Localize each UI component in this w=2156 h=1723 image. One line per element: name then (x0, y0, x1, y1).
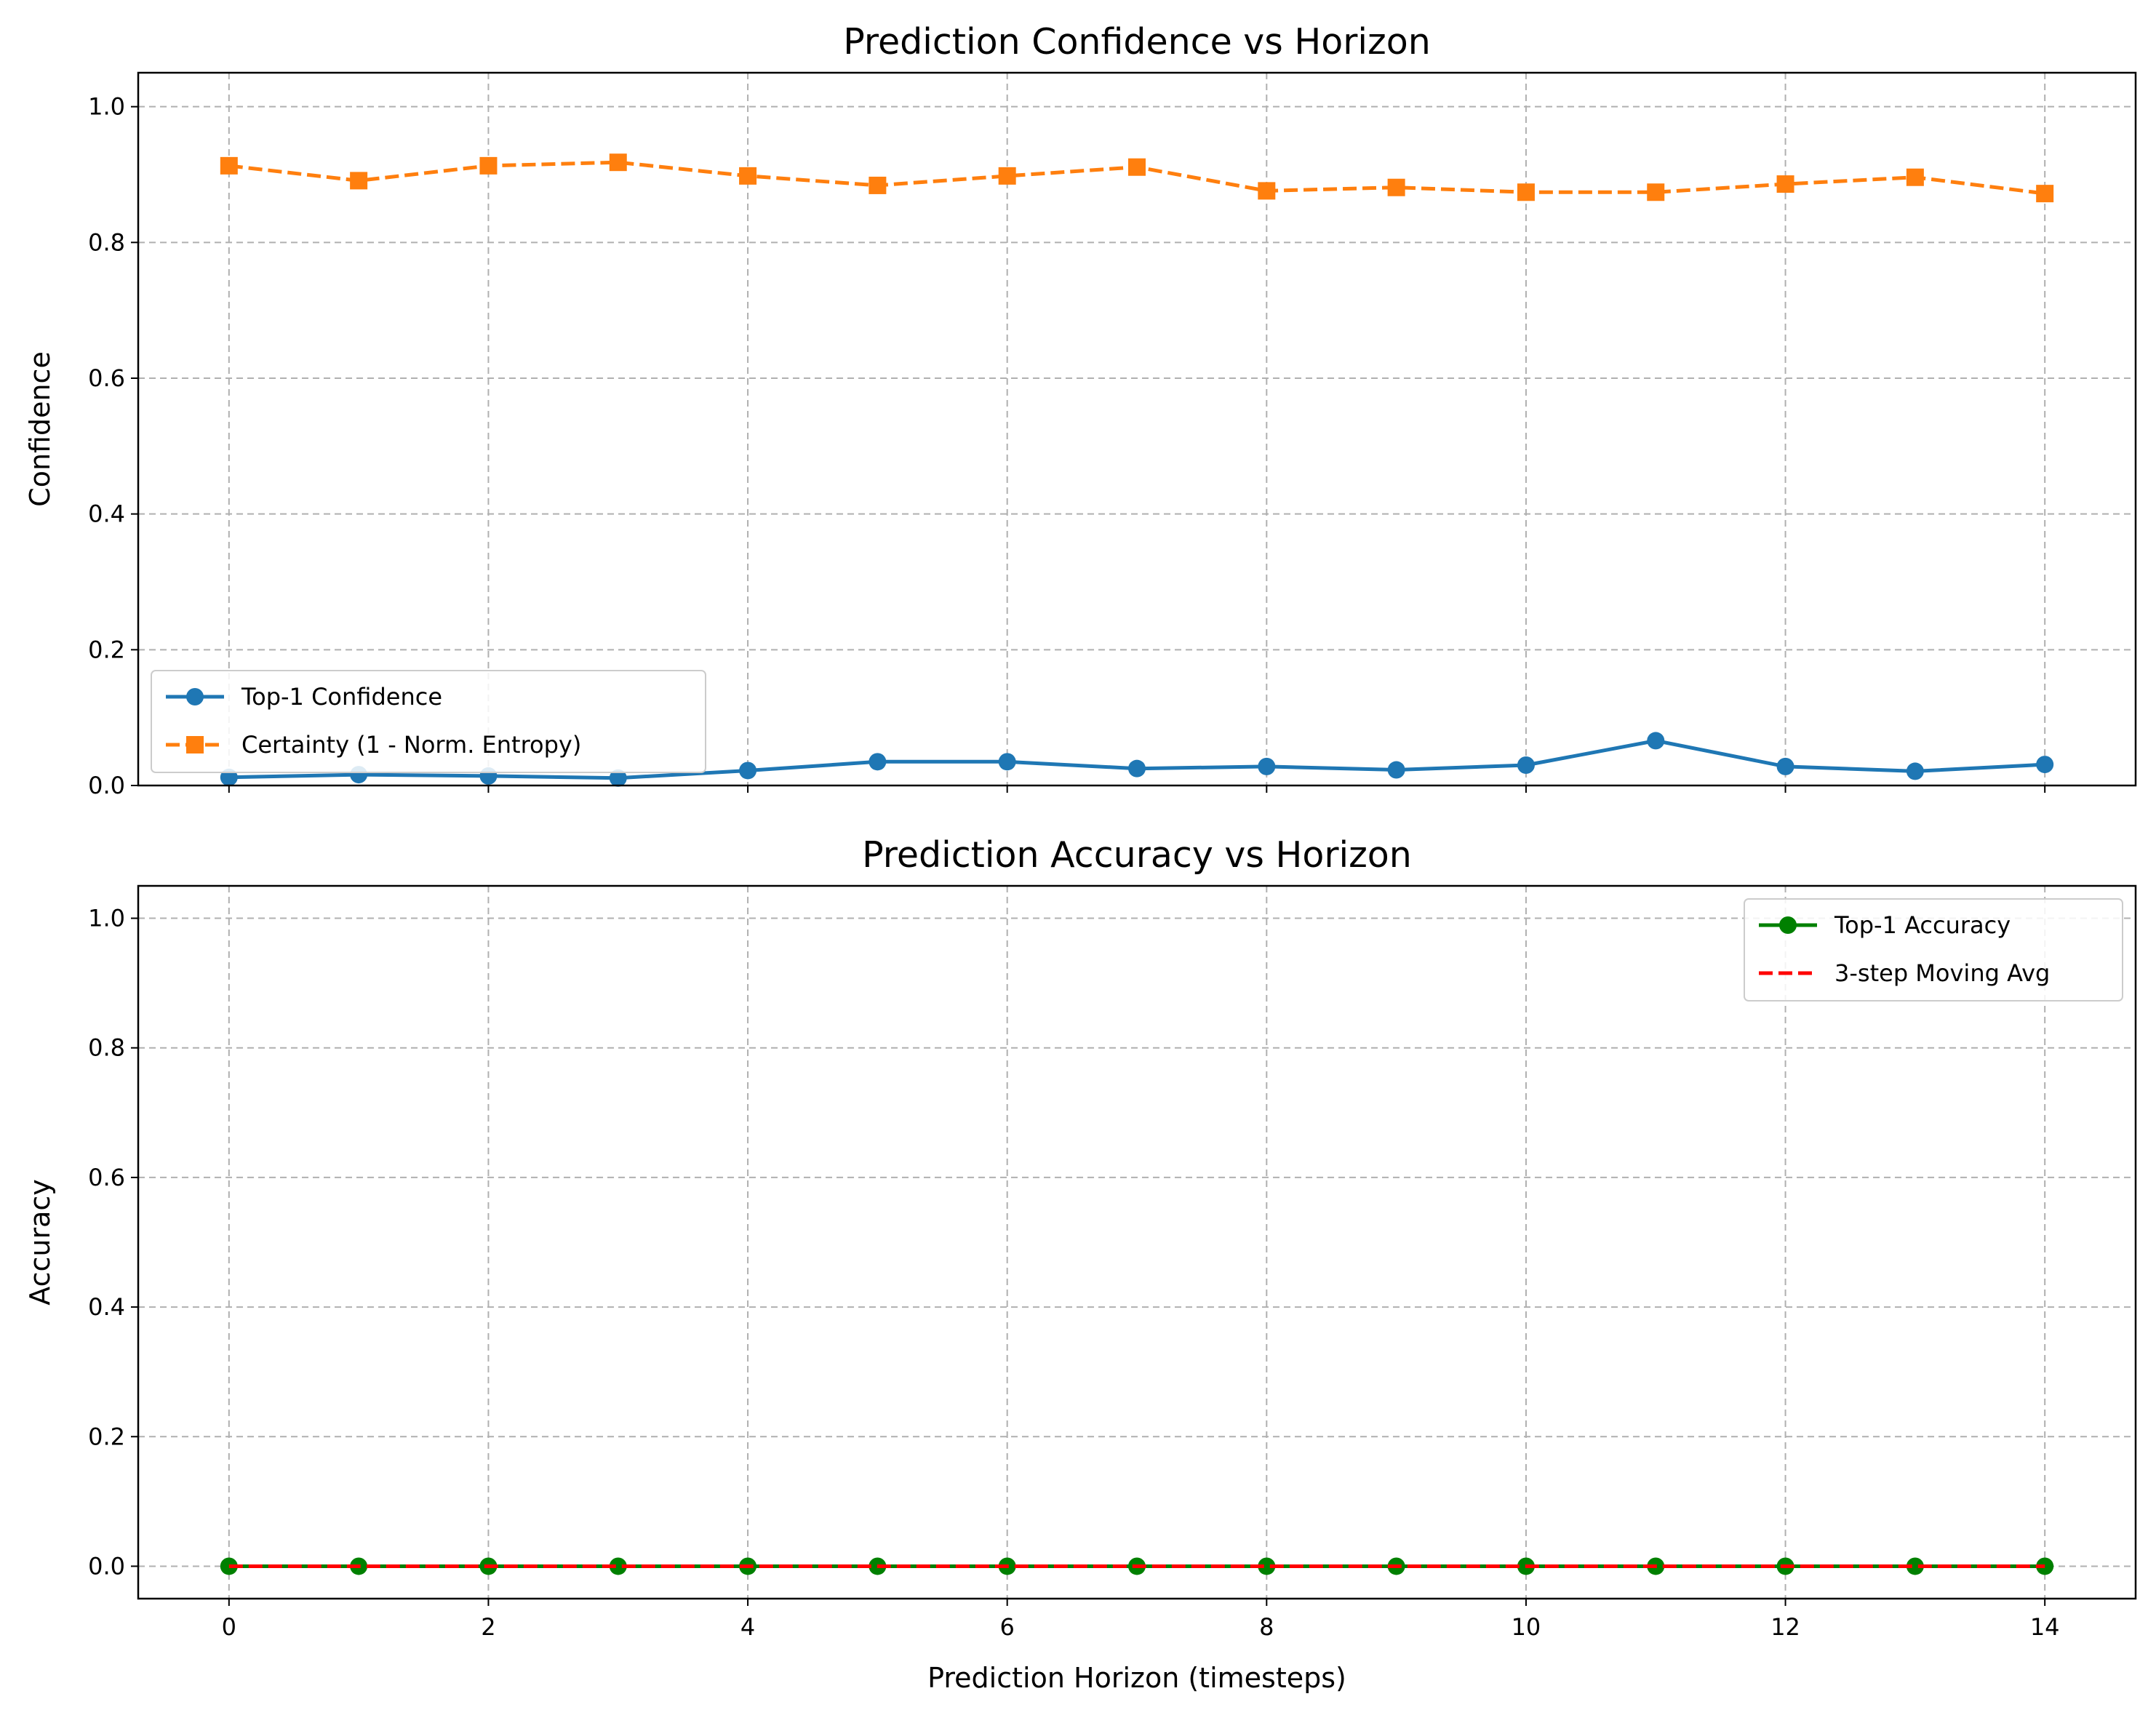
chart1-series-1-point-11 (1647, 732, 1665, 750)
chart1-legend-label-1: Top-1 Confidence (241, 683, 442, 711)
chart1-series-2-point-8 (1258, 182, 1276, 200)
chart1-legend: Top-1 Confidence Certainty (1 - Norm. Ent… (151, 670, 706, 773)
chart1-series-1-point-5 (869, 753, 887, 771)
chart1-axes-frame (137, 71, 2137, 787)
chart2-series-1-point-13 (1906, 1557, 1924, 1575)
chart1-series-1-point-4 (739, 761, 757, 780)
chart2-x-tick-label-1: 2 (481, 1613, 495, 1641)
chart1-series-1-point-12 (1776, 757, 1794, 775)
chart2-y-tick-label-4: 0.8 (88, 1034, 125, 1062)
chart1-y-tick-label-3: 0.6 (88, 364, 125, 392)
chart1-series-1-point-6 (998, 753, 1016, 771)
chart1-title: Prediction Confidence vs Horizon (843, 21, 1431, 63)
chart2-legend-label-2: 3-step Moving Avg (1834, 959, 2050, 987)
chart2-series-1-point-8 (1258, 1557, 1276, 1575)
chart2-legend-box (1744, 898, 2123, 1002)
chart1-y-tick-label-5: 1.0 (88, 93, 125, 121)
chart1-legend-marker-2 (186, 736, 204, 753)
chart1-legend-label-2: Certainty (1 - Norm. Entropy) (241, 731, 581, 759)
chart1-y-tick-label-4: 0.8 (88, 228, 125, 256)
chart2-legend-marker-1 (1779, 916, 1797, 934)
chart2-y-tick-label-1: 0.2 (88, 1423, 125, 1450)
chart1-series-1-point-13 (1906, 762, 1924, 780)
chart1-series-2-point-10 (1517, 183, 1535, 201)
chart1-series-2-point-9 (1387, 178, 1405, 196)
chart2-x-tick-label-3: 6 (1000, 1613, 1015, 1641)
chart1-series-2-point-2 (479, 156, 498, 175)
chart1-series-1-point-3 (609, 769, 627, 787)
chart1-series-2-point-11 (1647, 183, 1665, 201)
chart2-y-tick-label-2: 0.4 (88, 1293, 125, 1321)
chart-panel-2: 0.0 0.2 0.4 0.6 0.8 1.0 0 2 4 6 8 10 12 14 Prediction … (24, 834, 2137, 1694)
chart1-series-2-point-13 (1906, 168, 1924, 186)
chart1-series-1-point-14 (2036, 756, 2054, 774)
chart2-y-tick-label-5: 1.0 (88, 905, 125, 932)
chart1-y-axis-label: Confidence (24, 351, 56, 507)
chart1-series-2-point-14 (2036, 185, 2054, 203)
chart2-y-tick-label-3: 0.6 (88, 1164, 125, 1191)
chart1-series-2-point-0 (220, 156, 238, 175)
chart1-y-tick-label-0: 0.0 (88, 772, 125, 799)
chart2-legend-label-1: Top-1 Accuracy (1834, 911, 2011, 939)
chart1-series-1-point-10 (1517, 756, 1535, 774)
chart2-x-tick-label-6: 12 (1770, 1613, 1800, 1641)
chart1-series-2-point-7 (1128, 158, 1146, 176)
chart1-series-2-point-4 (739, 167, 757, 185)
chart2-x-tick-label-2: 4 (740, 1613, 755, 1641)
chart1-series-2-point-1 (350, 172, 368, 190)
chart2-title: Prediction Accuracy vs Horizon (862, 834, 1412, 876)
chart1-series-2-point-3 (609, 153, 627, 172)
chart1-y-tick-label-2: 0.4 (88, 500, 125, 528)
chart1-legend-marker-1 (186, 688, 204, 705)
chart1-series-1-point-9 (1387, 761, 1405, 779)
chart1-series-1-point-7 (1128, 759, 1146, 777)
chart2-legend: Top-1 Accuracy 3-step Moving Avg (1744, 898, 2123, 1002)
chart2-series-1-point-3 (609, 1557, 627, 1575)
chart2-x-tick-label-4: 8 (1259, 1613, 1274, 1641)
chart1-series-2-point-6 (998, 167, 1016, 185)
chart1-series-2-point-12 (1776, 175, 1794, 193)
chart2-axes-frame (137, 884, 2137, 1600)
chart2-y-axis-label: Accuracy (24, 1179, 56, 1306)
chart2-x-tick-label-0: 0 (222, 1613, 236, 1641)
chart1-series-2-point-5 (869, 176, 887, 194)
chart1-y-tick-label-1: 0.2 (88, 636, 125, 663)
chart-panel-1: 0.0 0.2 0.4 0.6 0.8 1.0 Prediction Confidence … (24, 21, 2137, 799)
chart2-y-tick-label-0: 0.0 (88, 1552, 125, 1580)
chart2-x-tick-label-7: 14 (2030, 1613, 2060, 1641)
chart2-x-tick-label-5: 10 (1512, 1613, 1541, 1641)
chart1-series-1-point-8 (1258, 757, 1276, 775)
chart1-legend-box (151, 670, 706, 773)
chart2-x-axis-label: Prediction Horizon (timesteps) (927, 1662, 1346, 1694)
